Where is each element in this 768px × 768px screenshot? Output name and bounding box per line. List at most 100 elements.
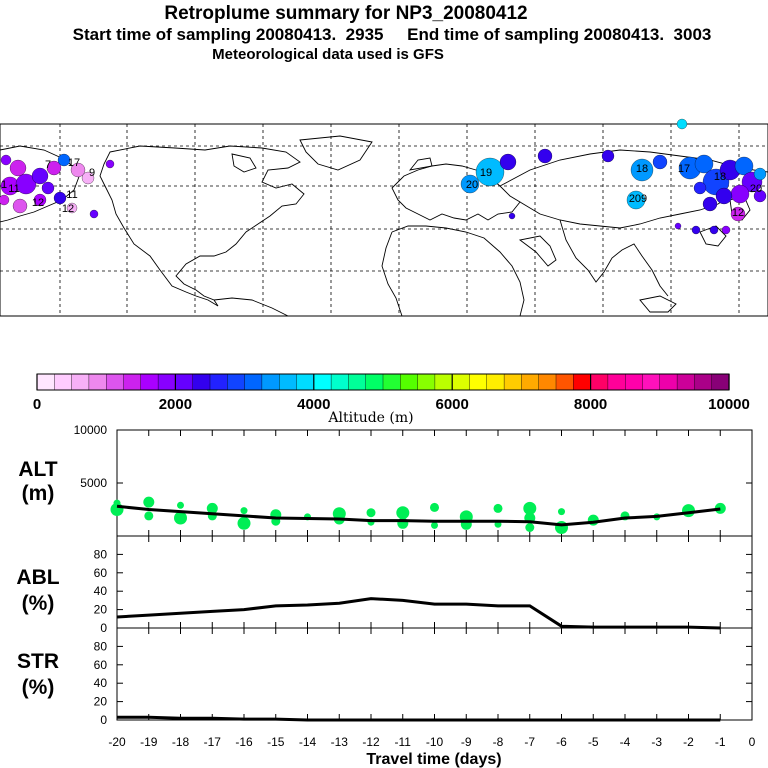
colorbar-cell-18 bbox=[348, 373, 367, 391]
plume-dot-25 bbox=[676, 118, 688, 130]
colorbar-cell-3 bbox=[88, 373, 107, 391]
alt-point-25 bbox=[523, 501, 537, 515]
colorbar-ticks: 0 2000 4000 6000 8000 10000 bbox=[33, 374, 750, 413]
plume-dot-3 bbox=[15, 173, 37, 195]
colorbar-cell-7 bbox=[157, 373, 177, 391]
colorbar-cell-26 bbox=[486, 373, 505, 391]
ytick-label-1-4: 0 bbox=[100, 621, 107, 635]
xtick-label-7: -13 bbox=[331, 735, 349, 749]
ytick-label-1-1: 60 bbox=[94, 566, 108, 580]
map-frame bbox=[0, 123, 768, 317]
colorbar-cell-35 bbox=[642, 373, 661, 391]
colorbar-tick-label-4: 8000 bbox=[574, 396, 607, 413]
alt-point-2 bbox=[143, 496, 155, 508]
altitude-colorbar: 0 2000 4000 6000 8000 10000 Altitude (m) bbox=[33, 373, 750, 426]
xtick-label-17: -3 bbox=[651, 735, 662, 749]
colorbar-cell-10 bbox=[209, 373, 228, 391]
plume-dot-37 bbox=[753, 167, 767, 181]
plume-dot-28 bbox=[694, 154, 714, 174]
marker-label-12: 12 bbox=[732, 207, 744, 219]
alt-point-8 bbox=[240, 507, 248, 515]
alt-point-19 bbox=[430, 502, 439, 512]
marker-label-7: 17 bbox=[68, 157, 80, 169]
colorbar-cell-37 bbox=[676, 373, 695, 391]
colorbar-cell-20 bbox=[382, 373, 401, 391]
xtick-label-0: -20 bbox=[108, 735, 126, 749]
alt-point-23 bbox=[493, 503, 503, 513]
plume-dot-34 bbox=[715, 187, 733, 205]
plume-dot-31 bbox=[734, 156, 754, 176]
colorbar-label: Altitude (m) bbox=[327, 410, 413, 426]
colorbar-tick-label-1: 2000 bbox=[159, 396, 192, 413]
chart-title: Retroplume summary for NP3_20080412 bbox=[164, 3, 528, 24]
colorbar-cell-28 bbox=[521, 373, 540, 391]
alt-point-27 bbox=[525, 523, 535, 532]
panel-frame-2 bbox=[116, 627, 753, 721]
xtick-label-2: -18 bbox=[172, 735, 190, 749]
colorbar-cell-16 bbox=[313, 373, 332, 391]
colorbar-cell-36 bbox=[659, 373, 678, 391]
xtick-label-18: -2 bbox=[683, 735, 694, 749]
marker-label-8: 19 bbox=[480, 167, 492, 179]
ytick-label-0-0: 10000 bbox=[74, 423, 108, 437]
panel-unit-alt: (m) bbox=[22, 482, 55, 505]
plume-dot-15 bbox=[105, 159, 115, 169]
marker-label-11: 209 bbox=[629, 193, 647, 205]
plume-dot-18 bbox=[460, 174, 480, 194]
alt-point-17 bbox=[396, 506, 410, 520]
xtick-label-13: -7 bbox=[524, 735, 535, 749]
ytick-label-2-3: 20 bbox=[94, 695, 108, 709]
xtick-label-6: -14 bbox=[299, 735, 317, 749]
panel-label-alt: ALT bbox=[18, 458, 57, 481]
xtick-label-20: 0 bbox=[749, 735, 756, 749]
colorbar-cell-1 bbox=[54, 373, 73, 391]
colorbar-cell-29 bbox=[538, 373, 557, 391]
panel-label-str: STR bbox=[17, 650, 59, 673]
panel-alt: ALT(m) 10000 5000 bbox=[18, 423, 753, 537]
colorbar-cell-0 bbox=[36, 373, 55, 391]
marker-label-2: 9 bbox=[89, 167, 95, 179]
time-series-panels: ALT(m) 10000 5000 ABL (%) 80 60 40 20 0 STR (%) 80 60… bbox=[16, 423, 755, 768]
alt-point-1 bbox=[110, 503, 124, 516]
colorbar-cell-39 bbox=[711, 373, 730, 391]
xtick-label-15: -5 bbox=[588, 735, 599, 749]
xtick-label-11: -9 bbox=[461, 735, 472, 749]
ytick-label-0-1: 5000 bbox=[80, 476, 107, 490]
marker-label-6: 12 bbox=[32, 197, 44, 209]
xtick-label-14: -6 bbox=[556, 735, 567, 749]
ytick-label-2-4: 0 bbox=[100, 713, 107, 727]
alt-point-5 bbox=[174, 511, 187, 525]
ytick-label-1-0: 80 bbox=[94, 547, 108, 561]
colorbar-cell-11 bbox=[227, 373, 246, 391]
colorbar-cell-15 bbox=[296, 373, 315, 391]
marker-label-15: 20 bbox=[750, 183, 762, 195]
series-line-abl bbox=[116, 597, 721, 630]
colorbar-tick-label-3: 6000 bbox=[436, 396, 469, 413]
colorbar-cell-25 bbox=[469, 373, 488, 391]
colorbar-tick-label-5: 10000 bbox=[708, 396, 750, 413]
colorbar-cell-19 bbox=[365, 373, 384, 391]
marker-label-4: 12 bbox=[62, 203, 74, 215]
xtick-label-9: -11 bbox=[395, 735, 412, 749]
ytick-label-2-1: 60 bbox=[94, 658, 108, 672]
plume-dot-6 bbox=[57, 153, 71, 167]
plume-dot-8 bbox=[81, 171, 95, 185]
plume-dot-10 bbox=[12, 198, 28, 214]
marker-label-1: 7 bbox=[45, 159, 51, 171]
xtick-label-3: -17 bbox=[204, 735, 222, 749]
met-data-note: Meteorological data used is GFS bbox=[212, 46, 444, 63]
colorbar-cell-38 bbox=[694, 373, 713, 391]
xtick-label-5: -15 bbox=[267, 735, 285, 749]
colorbar-cell-30 bbox=[555, 373, 574, 391]
panel-str: STR (%) 80 60 40 20 0 bbox=[17, 627, 753, 727]
plume-dot-17 bbox=[475, 157, 505, 187]
x-axis: -20 -19 -18 -17 -16 -15 -14 -13 -12 -11 -10 -9 -8 -7-… bbox=[108, 735, 755, 768]
plume-dot-0 bbox=[0, 154, 12, 166]
plume-dot-24 bbox=[626, 190, 646, 210]
ytick-label-2-2: 40 bbox=[94, 676, 108, 690]
ytick-label-2-0: 80 bbox=[94, 639, 108, 653]
plume-dot-23 bbox=[630, 158, 654, 182]
alt-point-9 bbox=[237, 516, 251, 530]
plume-dot-43 bbox=[753, 189, 767, 203]
